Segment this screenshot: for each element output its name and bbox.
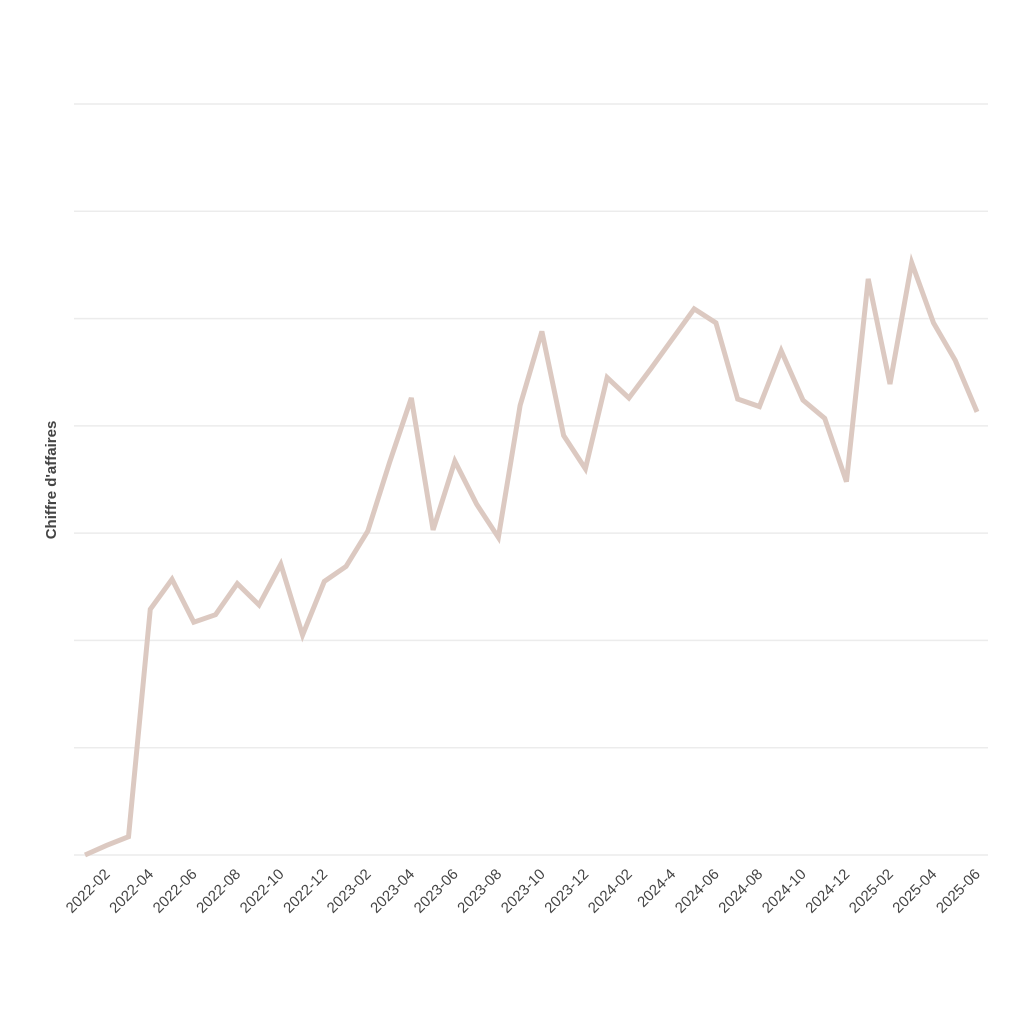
x-tick-label: 2022-06 (150, 866, 201, 917)
x-tick-label: 2022-04 (106, 866, 157, 917)
x-tick-label: 2023-02 (324, 866, 375, 917)
x-tick-label: 2022-10 (237, 866, 288, 917)
line-series (83, 253, 980, 858)
x-tick-label: 2022-08 (193, 866, 244, 917)
x-tick-label: 2022-12 (280, 866, 331, 917)
x-tick-label: 2025-06 (933, 866, 984, 917)
x-tick-label: 2023-08 (454, 866, 505, 917)
x-tick-label: 2024-08 (715, 866, 766, 917)
x-tick-label: 2025-02 (846, 866, 897, 917)
y-axis-label: Chiffre d'affaires (43, 421, 60, 540)
x-tick-label: 2023-06 (411, 866, 462, 917)
x-tick-label: 2022-02 (63, 866, 114, 917)
x-tick-label: 2023-04 (367, 866, 418, 917)
x-tick-label: 2024-06 (672, 866, 723, 917)
x-tick-label: 2024-02 (585, 866, 636, 917)
x-tick-label: 2025-04 (889, 866, 940, 917)
x-tick-label: 2023-10 (498, 866, 549, 917)
x-tick-label: 2023-12 (541, 866, 592, 917)
x-tick-label: 2024-12 (802, 866, 853, 917)
x-tick-label: 2024-10 (759, 866, 810, 917)
